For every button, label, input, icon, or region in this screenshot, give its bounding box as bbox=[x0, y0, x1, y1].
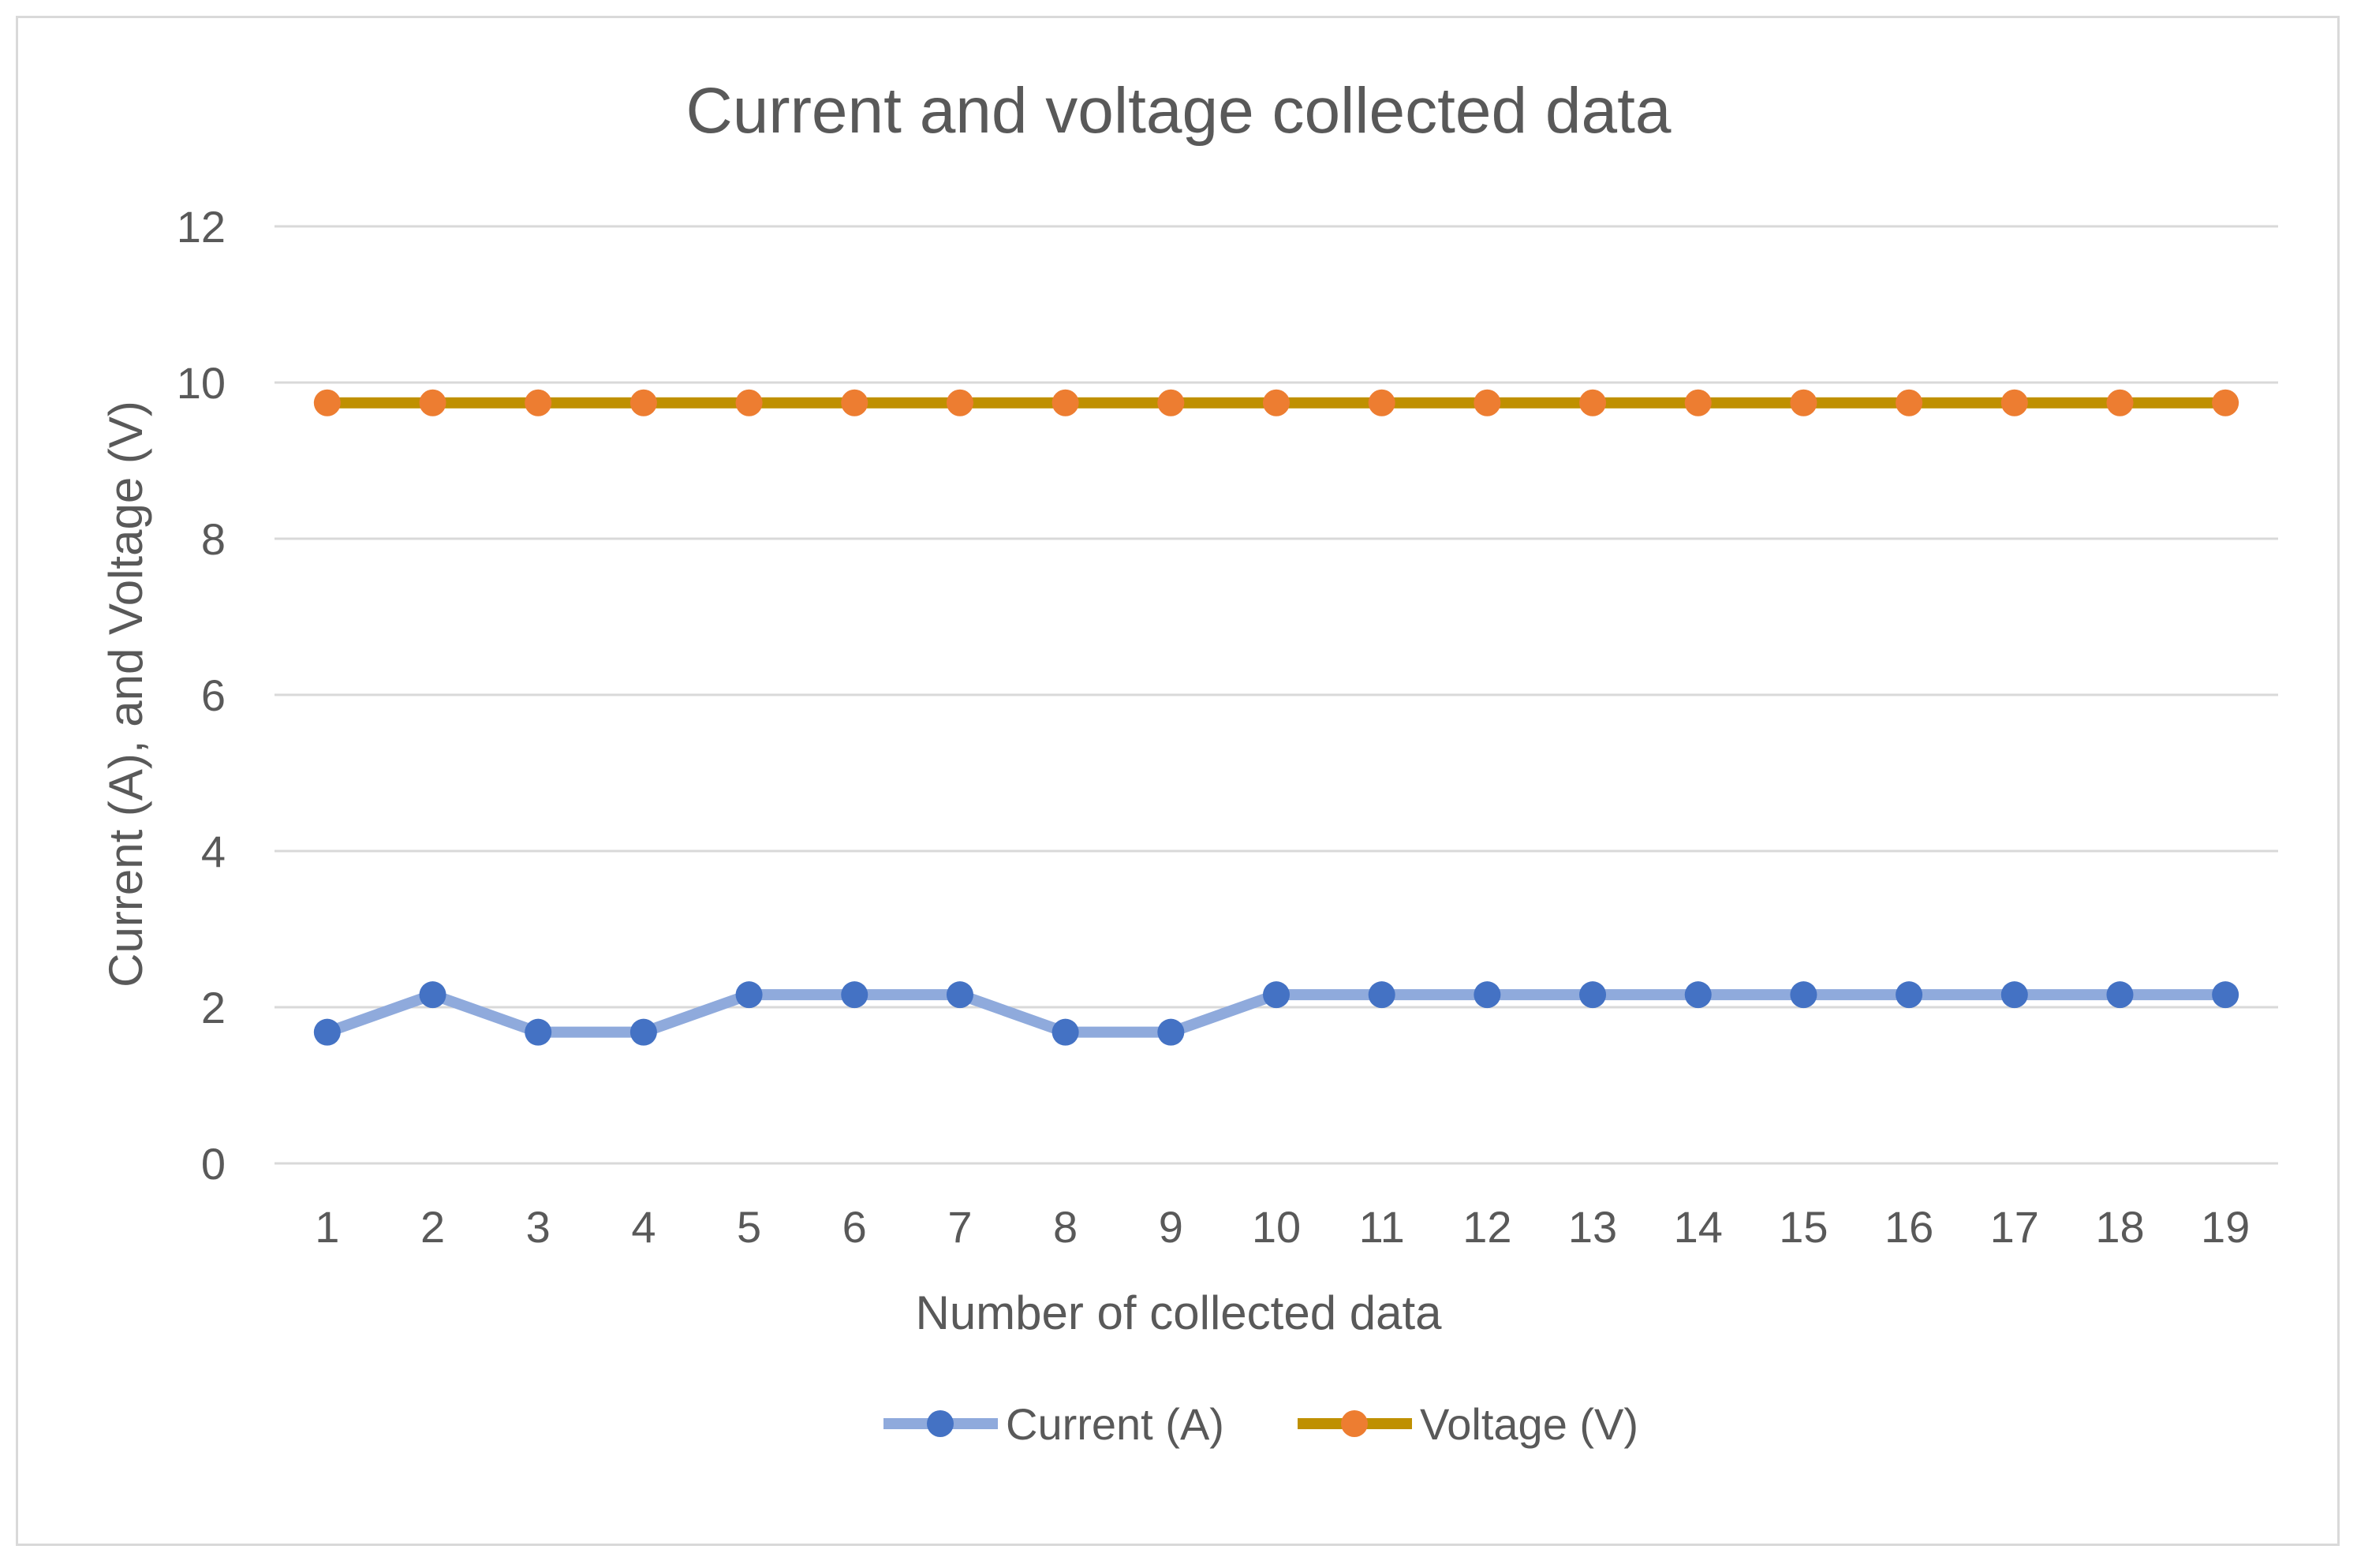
y-axis-ticks: 0 2 4 6 8 10 12 bbox=[177, 202, 226, 1189]
x-tick-label: 8 bbox=[1053, 1202, 1078, 1252]
y-tick-label: 0 bbox=[201, 1139, 226, 1189]
data-point bbox=[525, 390, 551, 416]
x-tick-label: 6 bbox=[842, 1202, 867, 1252]
data-point bbox=[1157, 1019, 1184, 1046]
data-point bbox=[2212, 981, 2239, 1008]
y-tick-label: 2 bbox=[201, 983, 226, 1032]
data-point bbox=[841, 390, 868, 416]
data-point bbox=[1263, 390, 1290, 416]
x-tick-label: 16 bbox=[1884, 1202, 1933, 1252]
data-point bbox=[314, 390, 341, 416]
series-current bbox=[314, 981, 2239, 1046]
x-tick-label: 11 bbox=[1359, 1202, 1405, 1252]
x-tick-label: 1 bbox=[315, 1202, 339, 1252]
line-chart: Current and voltage collected data 0 2 4 6 8… bbox=[0, 0, 2357, 1568]
legend-label: Current (A) bbox=[1006, 1399, 1224, 1449]
x-axis-label: Number of collected data bbox=[915, 1286, 1442, 1339]
x-tick-label: 14 bbox=[1674, 1202, 1723, 1252]
data-point bbox=[1474, 390, 1500, 416]
x-tick-label: 4 bbox=[631, 1202, 656, 1252]
y-tick-label: 12 bbox=[177, 202, 226, 252]
x-tick-label: 12 bbox=[1462, 1202, 1511, 1252]
x-tick-label: 13 bbox=[1568, 1202, 1617, 1252]
x-tick-label: 7 bbox=[947, 1202, 972, 1252]
data-point bbox=[2212, 390, 2239, 416]
legend-label: Voltage (V) bbox=[1420, 1399, 1638, 1449]
data-point bbox=[736, 981, 763, 1008]
data-point bbox=[420, 981, 446, 1008]
y-tick-label: 8 bbox=[201, 514, 226, 564]
data-point bbox=[525, 1019, 551, 1046]
y-tick-label: 4 bbox=[201, 827, 226, 876]
legend-item: Current (A) bbox=[883, 1399, 1224, 1449]
x-tick-label: 2 bbox=[420, 1202, 445, 1252]
x-tick-label: 15 bbox=[1779, 1202, 1828, 1252]
x-axis-ticks: 1 2 3 4 5 6 7 8 9 10 11 12 13 14 15 16 17 18 19 bbox=[315, 1202, 2250, 1252]
data-point bbox=[1369, 390, 1395, 416]
data-point bbox=[1052, 390, 1079, 416]
data-point bbox=[1474, 981, 1500, 1008]
data-point bbox=[1052, 1019, 1079, 1046]
data-point bbox=[2001, 390, 2028, 416]
x-tick-label: 17 bbox=[1990, 1202, 2039, 1252]
data-point bbox=[1579, 390, 1606, 416]
data-point bbox=[1263, 981, 1290, 1008]
data-point bbox=[1790, 981, 1817, 1008]
data-point bbox=[1579, 981, 1606, 1008]
gridlines bbox=[275, 226, 2278, 1163]
y-tick-label: 10 bbox=[177, 358, 226, 408]
x-tick-label: 9 bbox=[1159, 1202, 1183, 1252]
x-tick-label: 10 bbox=[1252, 1202, 1301, 1252]
data-point bbox=[2001, 981, 2028, 1008]
data-point bbox=[736, 390, 763, 416]
x-tick-label: 18 bbox=[2095, 1202, 2144, 1252]
data-point bbox=[947, 981, 973, 1008]
data-point bbox=[630, 1019, 657, 1046]
data-point bbox=[1790, 390, 1817, 416]
data-point bbox=[1685, 390, 1712, 416]
series-layer bbox=[314, 390, 2239, 1046]
y-axis-label: Current (A), and Voltage (V) bbox=[99, 401, 152, 987]
data-point bbox=[841, 981, 868, 1008]
data-point bbox=[2106, 981, 2133, 1008]
legend-marker bbox=[1341, 1410, 1368, 1437]
data-point bbox=[1896, 981, 1922, 1008]
data-point bbox=[2106, 390, 2133, 416]
y-tick-label: 6 bbox=[201, 670, 226, 720]
legend-item: Voltage (V) bbox=[1298, 1399, 1638, 1449]
data-point bbox=[1157, 390, 1184, 416]
x-tick-label: 3 bbox=[526, 1202, 551, 1252]
data-point bbox=[420, 390, 446, 416]
data-point bbox=[947, 390, 973, 416]
data-point bbox=[314, 1019, 341, 1046]
data-point bbox=[1369, 981, 1395, 1008]
legend: Current (A) Voltage (V) bbox=[883, 1399, 1638, 1449]
chart-title: Current and voltage collected data bbox=[685, 75, 1671, 147]
x-tick-label: 5 bbox=[737, 1202, 761, 1252]
series-voltage bbox=[314, 390, 2239, 416]
data-point bbox=[1896, 390, 1922, 416]
legend-marker bbox=[927, 1410, 954, 1437]
data-point bbox=[1685, 981, 1712, 1008]
data-point bbox=[630, 390, 657, 416]
x-tick-label: 19 bbox=[2201, 1202, 2250, 1252]
